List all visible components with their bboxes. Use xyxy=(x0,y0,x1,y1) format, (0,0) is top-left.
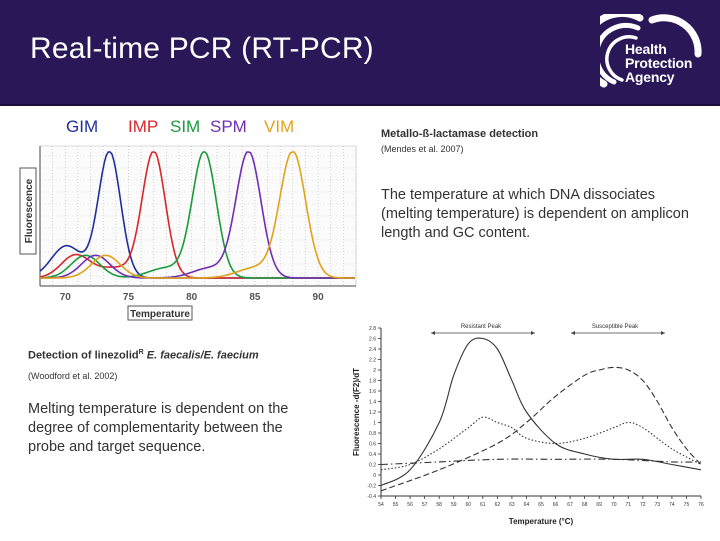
logo-line-1: Health xyxy=(625,41,667,57)
x-tick-label: 75 xyxy=(123,292,135,303)
derivative-panel: 2.8 2.6 2.4 2.2 2 1.8 1.6 1.4 1.2 1 0.8 0.6 0.4 0.2 0 -… xyxy=(345,318,715,536)
y-tick-label: 1.8 xyxy=(369,379,376,385)
mbl-description: The temperature at which DNA dissociates… xyxy=(381,187,689,241)
y-tick-label: 1.2 xyxy=(369,410,376,416)
x-tick-label: 68 xyxy=(582,502,588,508)
x-tick-label: 65 xyxy=(538,502,544,508)
y-tick-label: 1.6 xyxy=(369,389,376,395)
melt-curve-chart: Fluorescence 70 75 80 85 90 Temperature xyxy=(19,145,357,321)
y-tick-label: -0.2 xyxy=(367,484,376,490)
x-tick-label: 73 xyxy=(655,502,661,508)
y-tick-label: 0.8 xyxy=(369,431,376,437)
legend-label-vim: VIM xyxy=(264,117,295,136)
y-tick-label: 2.2 xyxy=(369,358,376,364)
linezolid-heading-prefix: Detection of linezolid xyxy=(28,349,139,362)
x-tick-label: 63 xyxy=(509,502,515,508)
logo-line-2: Protection xyxy=(625,55,693,71)
x-tick-label: 90 xyxy=(313,292,325,303)
x-tick-label: 57 xyxy=(422,502,428,508)
x-tick-label: 69 xyxy=(596,502,602,508)
y-tick-label: 2.6 xyxy=(369,337,376,343)
x-tick-label: 60 xyxy=(465,502,471,508)
y-tick-label: 2.8 xyxy=(369,326,376,332)
y-tick-label: 0.4 xyxy=(369,452,376,458)
logo-line-3: Agency xyxy=(625,69,675,85)
slide-title: Real-time PCR (RT-PCR) xyxy=(30,32,374,65)
y-tick-label: 1 xyxy=(373,421,376,427)
banner-divider xyxy=(0,104,720,106)
x-tick-label: 75 xyxy=(684,502,690,508)
x-tick-label: 72 xyxy=(640,502,646,508)
y-tick-label: 0.2 xyxy=(369,463,376,469)
x-tick-label: 61 xyxy=(480,502,486,508)
x-tick-label: 70 xyxy=(611,502,617,508)
ylabel-box xyxy=(19,167,37,255)
derivative-curve-dotted xyxy=(380,416,702,471)
x-axis-label: Temperature (°C) xyxy=(509,517,574,526)
legend-label-imp: IMP xyxy=(128,117,159,136)
y-tick-label: -0.4 xyxy=(367,494,376,500)
linezolid-description: Melting temperature is dependent on the … xyxy=(28,401,289,455)
derivative-curve-dashed xyxy=(380,366,702,492)
y-tick-label: 0 xyxy=(373,473,376,479)
resistant-peak-label: Resistant Peak xyxy=(461,324,502,330)
x-tick-label: 64 xyxy=(524,502,530,508)
mbl-heading: Metallo-ß-lactamase detection xyxy=(381,128,539,140)
y-tick-label: 2 xyxy=(373,368,376,374)
x-tick-label: 55 xyxy=(393,502,399,508)
derivative-melt-chart: 2.8 2.6 2.4 2.2 2 1.8 1.6 1.4 1.2 1 0.8 0.6 0.4 0.2 0 -… xyxy=(352,324,704,526)
linezolid-species: E. faecalis/E. faecium xyxy=(143,349,259,362)
x-tick-label: 62 xyxy=(495,502,501,508)
melt-curve-panel: Fluorescence 70 75 80 85 90 Temperature xyxy=(0,140,360,330)
x-tick-label: 58 xyxy=(436,502,442,508)
x-axis-label: Temperature xyxy=(130,309,190,320)
x-tick-label: 71 xyxy=(625,502,631,508)
melt-curve-vim xyxy=(40,151,355,279)
legend-label-sim: SIM xyxy=(170,117,201,136)
susceptible-peak-label: Susceptible Peak xyxy=(592,324,639,330)
x-tick-label: 54 xyxy=(378,502,384,508)
x-tick-label: 70 xyxy=(60,292,72,303)
x-tick-label: 85 xyxy=(249,292,261,303)
derivative-curve-dashdot xyxy=(380,458,702,466)
x-tick-label: 67 xyxy=(567,502,573,508)
x-tick-label: 66 xyxy=(553,502,559,508)
mbl-citation: (Mendes et al. 2007) xyxy=(381,144,464,154)
x-tick-label: 56 xyxy=(407,502,413,508)
y-tick-label: 2.4 xyxy=(369,347,376,353)
xlabel-box xyxy=(127,305,193,321)
x-tick-label: 74 xyxy=(669,502,675,508)
linezolid-citation: (Woodford et al. 2002) xyxy=(28,371,118,381)
logo-wordmark: Health Protection Agency xyxy=(625,42,692,84)
y-axis-label: Fluorescence xyxy=(24,178,35,243)
melt-curve-spm xyxy=(40,151,355,279)
y-axis-label: Fluorescence -d(F2)/dT xyxy=(352,368,361,456)
hpa-logo xyxy=(600,14,702,88)
legend-label-gim: GIM xyxy=(66,117,99,136)
x-tick-label: 80 xyxy=(186,292,198,303)
x-tick-label: 59 xyxy=(451,502,457,508)
linezolid-heading: Detection of linezolidR E. faecalis/E. f… xyxy=(28,349,259,362)
linezolid-superscript: R xyxy=(138,349,144,356)
legend-label-spm: SPM xyxy=(210,117,247,136)
x-tick-label: 76 xyxy=(698,502,704,508)
y-tick-label: 0.6 xyxy=(369,442,376,448)
y-tick-label: 1.4 xyxy=(369,400,376,406)
derivative-curve-solid xyxy=(380,337,702,486)
